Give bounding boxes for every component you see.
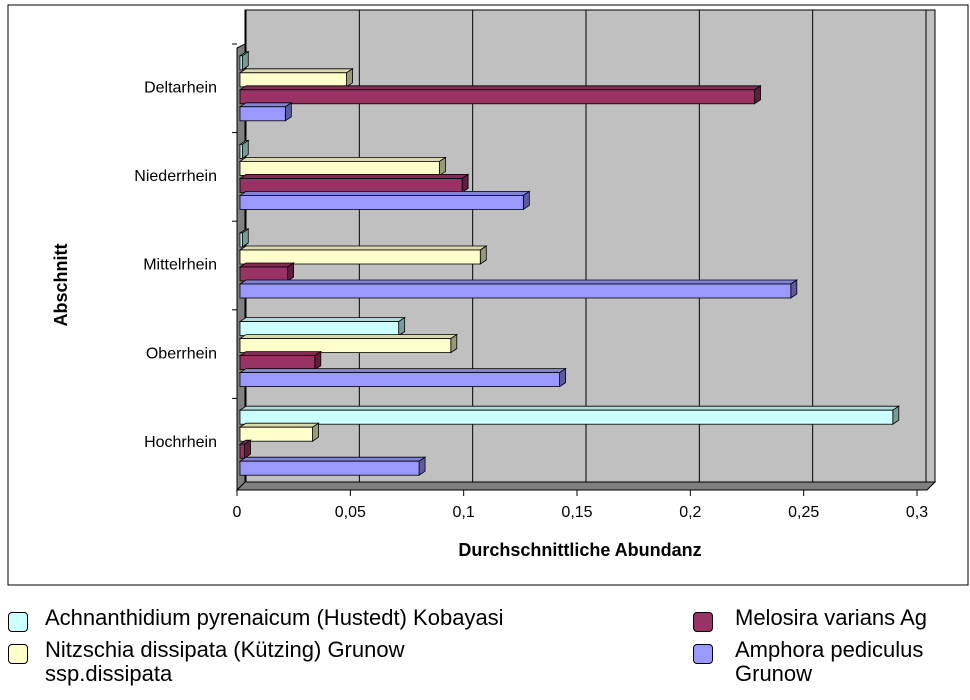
bar: [239, 283, 792, 299]
y-tick-label: Niederrhein: [134, 168, 217, 185]
x-tick-label: 0,15: [561, 504, 592, 521]
bar: [239, 160, 440, 176]
bar: [239, 232, 243, 248]
bar: [239, 409, 894, 425]
x-tick-label: 0,1: [453, 504, 475, 521]
x-tick-label: 0,05: [335, 504, 366, 521]
bar: [239, 372, 561, 388]
y-axis-title: Abschnitt: [51, 243, 71, 326]
bar-top: [238, 279, 799, 285]
bar-top: [238, 317, 406, 323]
legend-swatch: [693, 612, 713, 632]
legend-swatch: [8, 612, 28, 632]
bar-top: [238, 368, 567, 374]
bar: [239, 143, 243, 159]
bar-top: [238, 68, 354, 74]
y-tick-label: Mittelrhein: [143, 257, 217, 274]
legend-label: Nitzschia dissipata (Kützing) Grunow ssp…: [45, 638, 405, 686]
x-tick-label: 0,2: [679, 504, 701, 521]
bar: [239, 249, 481, 265]
x-tick-label: 0,25: [788, 504, 819, 521]
x-tick-label: 0,3: [906, 504, 928, 521]
x-axis-title: Durchschnittliche Abundanz: [458, 540, 701, 560]
bar: [239, 355, 316, 371]
bar: [239, 338, 452, 354]
bar-top: [238, 156, 447, 162]
bar: [239, 443, 245, 459]
bar-top: [238, 85, 762, 91]
plot-floor: [235, 481, 937, 491]
y-tick-label: Oberrhein: [146, 345, 217, 362]
bar-top: [238, 334, 459, 340]
y-tick-label: Hochrhein: [144, 434, 217, 451]
bar: [239, 55, 243, 71]
y-tick-label: Deltarhein: [144, 80, 217, 97]
legend-label: Melosira varians Ag: [735, 606, 927, 630]
bar: [239, 177, 463, 193]
bar-top: [238, 190, 531, 196]
bar: [239, 460, 420, 476]
legend-swatch: [8, 644, 28, 664]
bar-top: [238, 262, 295, 268]
bar: [239, 321, 400, 337]
bar-top: [238, 422, 320, 428]
legend-swatch: [693, 644, 713, 664]
bar-top: [238, 102, 293, 108]
bar: [239, 72, 347, 88]
bar-top: [238, 456, 427, 462]
bar: [239, 89, 755, 105]
bar: [239, 266, 288, 282]
legend-label: Amphora pediculus Grunow: [735, 638, 924, 686]
bar: [239, 426, 313, 442]
legend-label: Achnanthidium pyrenaicum (Hustedt) Kobay…: [45, 606, 504, 630]
bar: [239, 194, 524, 210]
bar-top: [238, 173, 470, 179]
bar: [239, 106, 286, 122]
bar-top: [238, 351, 323, 357]
x-tick-label: 0: [233, 504, 242, 521]
bar-top: [238, 405, 901, 411]
bar-top: [238, 245, 488, 251]
